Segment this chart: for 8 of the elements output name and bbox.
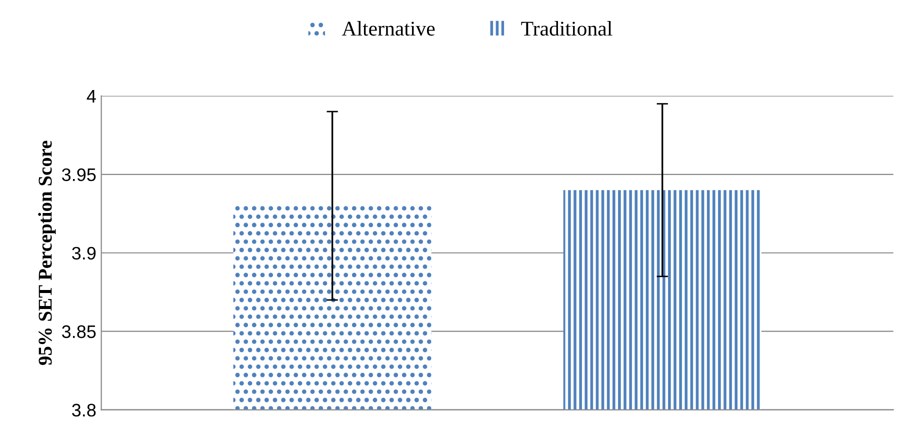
y-tick-label: 3.8 bbox=[72, 404, 96, 417]
y-tick-label: 3.9 bbox=[72, 246, 96, 260]
y-axis-title: 95% SET Perception Score bbox=[38, 140, 56, 365]
y-tick-label: 3.85 bbox=[62, 325, 96, 338]
legend-label: Traditional bbox=[521, 21, 612, 36]
y-tick-label: 4 bbox=[86, 90, 96, 102]
y-tick-label: 3.95 bbox=[62, 168, 96, 182]
legend-label: Alternative bbox=[342, 21, 435, 36]
